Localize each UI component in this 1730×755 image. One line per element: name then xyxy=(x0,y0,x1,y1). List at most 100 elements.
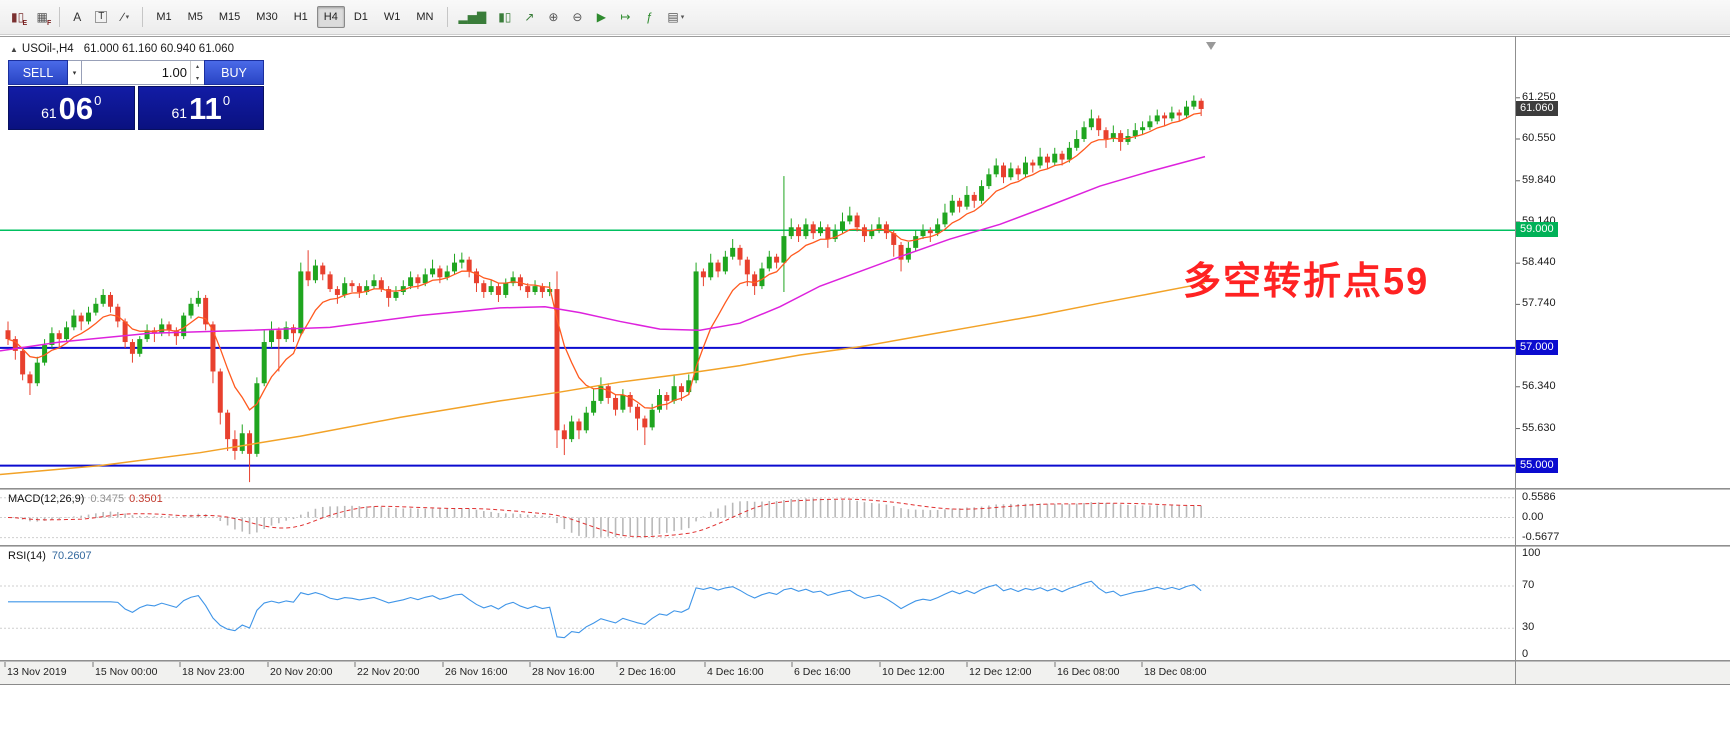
time-label: 2 Dec 16:00 xyxy=(619,666,676,678)
timeframe-m15[interactable]: M15 xyxy=(218,11,241,23)
hline-57-tag: 57.000 xyxy=(1516,339,1558,355)
time-label: 18 Dec 08:00 xyxy=(1144,666,1207,678)
rsi-name: RSI(14) xyxy=(8,550,46,562)
sell-button[interactable]: SELL xyxy=(8,60,68,85)
sell-price-big: 06 xyxy=(58,90,94,126)
price-tick-61.250: 61.250 xyxy=(1522,90,1556,103)
buy-price-prefix: 61 xyxy=(171,105,188,121)
time-label: 13 Nov 2019 xyxy=(7,666,67,678)
rsi-indicator-label: RSI(14) 70.2607 xyxy=(8,550,92,562)
rsi-axis-70: 70 xyxy=(1522,579,1535,591)
rsi-time-splitter[interactable] xyxy=(0,660,1730,662)
time-label: 6 Dec 16:00 xyxy=(794,666,851,678)
chart-annotation-text: 多空转折点59 xyxy=(1183,261,1430,303)
timeframe-mn[interactable]: MN xyxy=(416,11,434,23)
one-click-trading-panel: SELL ▾ ▴ ▾ BUY 61 06 0 61 11 0 xyxy=(8,60,264,130)
price-tick-60.550: 60.550 xyxy=(1522,131,1556,144)
volume-input[interactable] xyxy=(82,61,190,84)
timeframe-d1[interactable]: D1 xyxy=(353,11,368,23)
toolbar-separator xyxy=(446,7,448,27)
price-tick-56.340: 56.340 xyxy=(1522,379,1556,392)
time-axis[interactable]: 13 Nov 2019 15 Nov 00:00 18 Nov 23:00 20 No… xyxy=(0,666,1515,682)
auto-scroll-icon[interactable]: ▶ xyxy=(596,10,607,24)
expert-candles-icon[interactable]: ▮▯ E xyxy=(11,10,28,27)
buy-button[interactable]: BUY xyxy=(204,60,264,85)
text-tool-icon[interactable]: T xyxy=(90,6,112,28)
rsi-value: 70.2607 xyxy=(51,550,92,562)
bar-chart-type-icon[interactable]: ▂▅▇ xyxy=(458,10,487,24)
macd-axis: 0.5586 0.00 -0.5677 xyxy=(1520,0,1728,755)
timeframe-m1[interactable]: M1 xyxy=(156,11,172,23)
chart-macd-splitter[interactable] xyxy=(0,488,1730,490)
chart-symbol-period: USOil-,H4 xyxy=(21,43,74,55)
time-label: 10 Dec 12:00 xyxy=(882,666,945,678)
text-label-tool-icon[interactable]: A xyxy=(73,10,82,24)
time-label: 26 Nov 16:00 xyxy=(445,666,508,678)
time-label: 22 Nov 20:00 xyxy=(357,666,420,678)
buy-price-sup: 0 xyxy=(222,92,231,108)
time-label: 16 Dec 08:00 xyxy=(1057,666,1120,678)
candlestick-chart-type-icon[interactable]: ▮▯ xyxy=(498,10,512,24)
chart-title: ▲ USOil-,H4 61.000 61.160 60.940 61.060 xyxy=(10,43,234,55)
timeframe-m30[interactable]: M30 xyxy=(256,11,278,23)
volume-stepper: ▴ ▾ xyxy=(190,61,204,84)
rsi-panel[interactable] xyxy=(0,547,1730,660)
macd-axis-0.00: 0.00 xyxy=(1522,510,1544,523)
rsi-axis-30: 30 xyxy=(1522,621,1535,634)
toolbar-left-group: ▮▯ E ▦ F xyxy=(6,6,53,28)
price-chart-panel[interactable] xyxy=(0,36,1730,489)
timeframe-h1[interactable]: H1 xyxy=(293,11,308,23)
time-label: 4 Dec 16:00 xyxy=(707,666,764,678)
macd-rsi-splitter[interactable] xyxy=(0,545,1730,547)
chart-ohlc-values: 61.000 61.160 60.940 61.060 xyxy=(83,43,234,55)
timeframe-h4[interactable]: H4 xyxy=(316,6,345,28)
macd-axis--0.5677: -0.5677 xyxy=(1522,530,1560,543)
main-toolbar: ▮▯ E ▦ F A T ∕ ▾ M1 M5 M15 M30 H1 H4 D1 W1 MN ▂▅▇ ▮▯ ↗ ⊕ ⊖… xyxy=(0,0,1730,35)
crosshair-line-tool-icon[interactable]: ∕ ▾ xyxy=(121,10,130,24)
zoom-in-icon[interactable]: ⊕ xyxy=(548,10,559,24)
volume-up-icon[interactable]: ▴ xyxy=(195,64,199,71)
volume-down-icon[interactable]: ▾ xyxy=(195,75,199,82)
templates-icon[interactable]: ▤ ▾ xyxy=(667,10,685,24)
price-tick-57.740: 57.740 xyxy=(1522,297,1556,310)
toolbar-tools-group: A T ∕ ▾ xyxy=(66,6,136,28)
grid-f-icon[interactable]: ▦ F xyxy=(36,10,52,27)
sell-price-prefix: 61 xyxy=(41,105,57,121)
indicators-icon[interactable]: ƒ xyxy=(646,10,653,24)
chart-shift-icon[interactable]: ↦ xyxy=(620,10,631,24)
toolbar-right-group: ▂▅▇ ▮▯ ↗ ⊕ ⊖ ▶ ↦ ƒ ▤ ▾ xyxy=(454,6,690,28)
time-label: 18 Nov 23:00 xyxy=(182,666,245,678)
buy-price-big: 11 xyxy=(189,90,222,126)
macd-axis-0.5586: 0.5586 xyxy=(1522,490,1556,503)
price-tick-55.630: 55.630 xyxy=(1522,421,1556,434)
sell-price-display[interactable]: 61 06 0 xyxy=(8,86,135,130)
hline-59-tag: 59.000 xyxy=(1516,222,1558,238)
rsi-axis: 100 70 30 0 xyxy=(1520,0,1728,755)
toolbar-separator xyxy=(59,7,61,27)
timeframe-w1[interactable]: W1 xyxy=(383,11,401,23)
macd-signal-value: 0.3501 xyxy=(129,493,163,505)
collapse-triangle-icon: ▲ xyxy=(10,44,18,54)
hline-55-tag: 55.000 xyxy=(1516,457,1558,473)
time-label: 15 Nov 00:00 xyxy=(95,666,158,678)
trade-panel-controls: SELL ▾ ▴ ▾ BUY xyxy=(8,60,264,85)
price-axis-border xyxy=(1515,36,1516,684)
price-tick-59.840: 59.840 xyxy=(1522,173,1556,186)
timeframe-m5[interactable]: M5 xyxy=(187,11,203,23)
buy-price-display[interactable]: 61 11 0 xyxy=(137,86,264,130)
time-label: 28 Nov 16:00 xyxy=(532,666,595,678)
sell-price-sup: 0 xyxy=(94,92,102,108)
time-label: 20 Nov 20:00 xyxy=(270,666,333,678)
zoom-out-icon[interactable]: ⊖ xyxy=(572,10,583,24)
line-chart-type-icon[interactable]: ↗ xyxy=(524,10,535,24)
volume-dropdown[interactable]: ▾ xyxy=(68,60,82,85)
price-tick-58.440: 58.440 xyxy=(1522,256,1556,269)
rsi-axis-0: 0 xyxy=(1522,648,1529,660)
macd-name: MACD(12,26,9) xyxy=(8,493,85,505)
macd-main-value: 0.3475 xyxy=(90,493,125,505)
macd-indicator-label: MACD(12,26,9) 0.3475 0.3501 xyxy=(8,493,163,505)
price-axis[interactable]: 61.250 60.550 59.840 59.140 58.440 57.740 56.3… xyxy=(1516,0,1728,755)
time-axis-panel xyxy=(0,662,1730,685)
